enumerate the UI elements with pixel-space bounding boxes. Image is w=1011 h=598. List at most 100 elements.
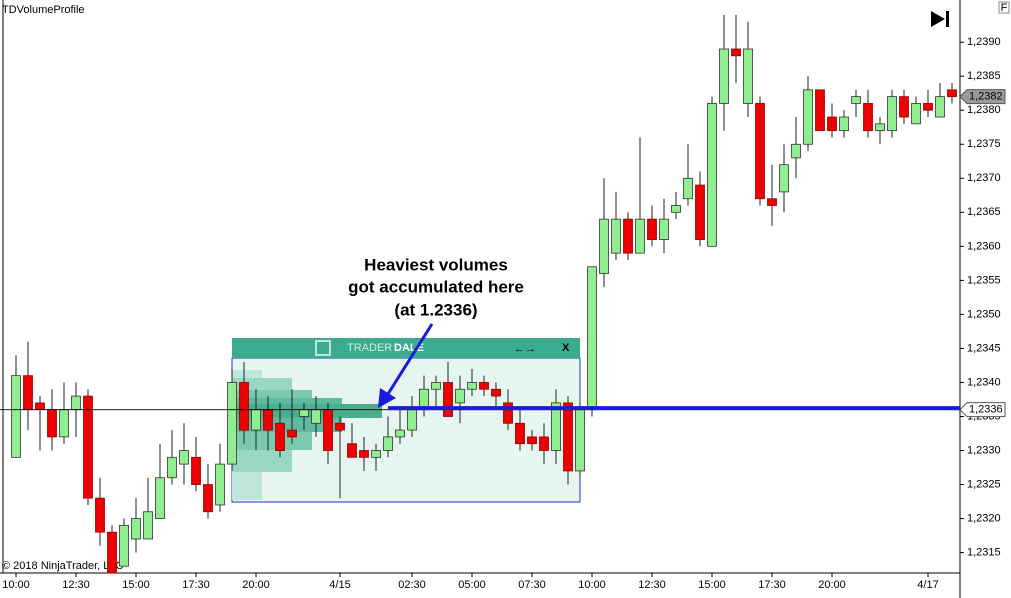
candle-body [275, 422, 285, 451]
price-tag [959, 89, 1006, 105]
candle-body [191, 456, 201, 485]
x-tick-label: 05:00 [458, 579, 486, 591]
scroll-end-button[interactable] [931, 11, 949, 27]
candle-body [851, 96, 861, 104]
candle-body [731, 48, 741, 57]
candle-body [107, 531, 117, 574]
candle-body [11, 375, 21, 458]
x-tick-label: 4/15 [329, 579, 350, 591]
candle-body [911, 103, 921, 125]
candle-body [575, 409, 585, 472]
y-tick-label: 1,2325 [967, 478, 1001, 490]
profile-header [232, 338, 580, 358]
annotation-arrow [386, 323, 434, 395]
y-tick-label: 1,2370 [967, 172, 1001, 184]
x-tick-label: 15:00 [698, 579, 726, 591]
candle-body [527, 436, 537, 445]
y-tick-label: 1,2380 [967, 104, 1001, 116]
candle-body [167, 456, 177, 479]
candle-body [323, 409, 333, 451]
candle-body [263, 409, 273, 431]
candle-body [899, 96, 909, 118]
candle-body [431, 382, 441, 390]
panel-box [998, 1, 1010, 14]
candle-body [131, 518, 141, 540]
annotation: Heaviest volumes [364, 255, 508, 274]
y-tick-label: 1,2315 [967, 546, 1001, 558]
candle-body [647, 218, 657, 240]
candle-body [83, 395, 93, 499]
candle-body [359, 450, 369, 458]
candle-body [119, 524, 129, 567]
candle-body [443, 382, 453, 417]
x-tick-label: 20:00 [242, 579, 270, 591]
candle-body [887, 96, 897, 132]
x-tick-label: 02:30 [398, 579, 426, 591]
y-tick-label: 1,2375 [967, 138, 1001, 150]
candle-body [155, 477, 165, 519]
candle-body [611, 218, 621, 254]
x-tick-label: 07:30 [518, 579, 546, 591]
candle-body [47, 409, 57, 438]
candle-body [467, 382, 477, 390]
candle-body [59, 409, 69, 438]
candle-body [203, 484, 213, 513]
candle-body [827, 116, 837, 132]
candle-body [947, 89, 957, 98]
candle-body [179, 450, 189, 465]
close-control[interactable]: X [562, 342, 570, 354]
y-tick-label: 1,2340 [967, 376, 1001, 388]
candle-body [299, 409, 309, 417]
play-icon[interactable] [931, 11, 945, 27]
candle-body [707, 103, 717, 247]
end-icon[interactable] [946, 11, 949, 27]
move-control[interactable]: ←→ [514, 343, 536, 355]
candle-body [503, 402, 513, 424]
candle-body [71, 395, 81, 411]
candle-body [767, 198, 777, 206]
candle-body [311, 409, 321, 424]
x-tick-label: 15:00 [122, 579, 150, 591]
candle-body [143, 511, 153, 540]
candle-body [695, 184, 705, 240]
candle-body [719, 48, 729, 104]
annotation: (at 1.2336) [394, 300, 477, 319]
candle-body [371, 450, 381, 458]
candle-body [935, 96, 945, 118]
candle-body [671, 205, 681, 213]
y-tick-label: 1,2350 [967, 308, 1001, 320]
candle-body [803, 89, 813, 145]
panel-label: F [1001, 2, 1008, 14]
x-tick-label: 17:30 [182, 579, 210, 591]
brand-text: TRADER [347, 342, 392, 354]
candle-body [23, 375, 33, 411]
y-tick-label: 1,2390 [967, 36, 1001, 48]
candle-body [35, 402, 45, 411]
y-tick-label: 1,2360 [967, 240, 1001, 252]
indicator-label: TDVolumeProfile [2, 4, 85, 16]
candle-body [623, 218, 633, 254]
candle-body [251, 409, 261, 431]
candle-body [659, 218, 669, 240]
candle-body [287, 429, 297, 438]
x-tick-label: 12:30 [62, 579, 90, 591]
y-tick-label: 1,2355 [967, 274, 1001, 286]
copyright: © 2018 NinjaTrader, LLC [2, 560, 123, 572]
x-tick-label: 12:30 [638, 579, 666, 591]
candle-body [407, 409, 417, 431]
y-tick-label: 1,2385 [967, 70, 1001, 82]
x-tick-label: 10:00 [2, 579, 30, 591]
candle-body [587, 266, 597, 411]
candle-body [923, 103, 933, 111]
candle-body [335, 422, 345, 431]
candle-body [395, 429, 405, 438]
candle-body [479, 382, 489, 390]
y-tick-label: 1,2320 [967, 512, 1001, 524]
candle-body [755, 103, 765, 200]
candle-body [239, 382, 249, 431]
brand-logo [315, 340, 331, 356]
x-tick-label: 10:00 [578, 579, 606, 591]
price-tag-label: 1,2382 [969, 91, 1003, 103]
